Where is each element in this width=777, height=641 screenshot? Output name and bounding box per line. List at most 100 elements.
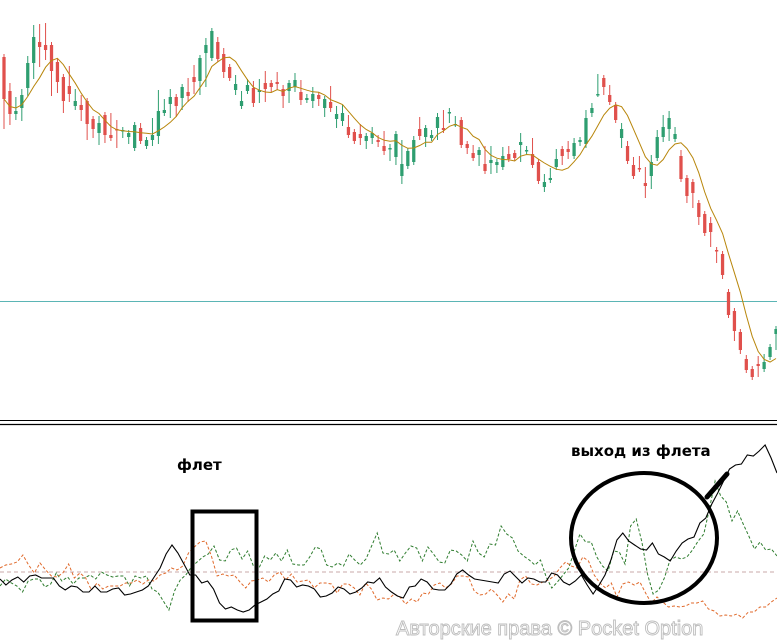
flat-highlight-box bbox=[190, 509, 259, 623]
oscillator-orange-dashed-line bbox=[0, 540, 777, 619]
candle bbox=[649, 155, 653, 189]
candle-body bbox=[489, 160, 493, 163]
candle-body bbox=[394, 134, 398, 157]
candle-body bbox=[578, 140, 582, 142]
candle bbox=[614, 102, 618, 123]
candle bbox=[762, 354, 766, 372]
candle bbox=[210, 28, 214, 61]
candle-body bbox=[204, 45, 208, 53]
candle bbox=[501, 147, 505, 170]
candle-body bbox=[703, 214, 707, 233]
candle-body bbox=[418, 129, 422, 136]
candle bbox=[269, 80, 273, 92]
candle-body bbox=[441, 128, 446, 130]
candle-body bbox=[673, 134, 677, 139]
candle-body bbox=[412, 140, 416, 162]
candle bbox=[542, 174, 547, 192]
candle-body bbox=[32, 37, 36, 63]
candle-body bbox=[168, 97, 172, 104]
candle bbox=[435, 113, 440, 140]
candle-body bbox=[138, 128, 143, 141]
candle bbox=[619, 123, 624, 148]
candle-body bbox=[762, 362, 766, 369]
candle bbox=[685, 175, 689, 203]
candle bbox=[61, 74, 66, 113]
breakout-pointer bbox=[704, 471, 730, 500]
candle bbox=[513, 150, 517, 161]
candle-body bbox=[697, 203, 701, 217]
candle bbox=[233, 75, 238, 95]
candle-body bbox=[709, 223, 713, 232]
candle bbox=[334, 106, 339, 128]
candle bbox=[423, 125, 428, 147]
candle-body bbox=[435, 117, 440, 128]
candle bbox=[32, 25, 36, 79]
candle bbox=[441, 110, 446, 133]
candle bbox=[299, 80, 303, 105]
candle-body bbox=[103, 115, 107, 135]
copyright-watermark: Авторские права © Pocket Option bbox=[396, 618, 703, 640]
candle-body bbox=[91, 119, 95, 129]
candle bbox=[121, 127, 125, 138]
candle-body bbox=[400, 164, 404, 176]
candle-body bbox=[228, 67, 232, 78]
candle bbox=[691, 179, 695, 208]
candle-body bbox=[299, 92, 303, 100]
candle-body bbox=[162, 110, 166, 113]
candle bbox=[471, 145, 475, 161]
candle-body bbox=[43, 45, 48, 50]
candle bbox=[186, 78, 190, 102]
candle-body bbox=[186, 92, 190, 96]
candle-body bbox=[67, 86, 71, 94]
candle-body bbox=[685, 178, 689, 196]
candle-body bbox=[97, 123, 101, 133]
candle bbox=[180, 84, 184, 110]
candle-body bbox=[216, 42, 220, 59]
candle-body bbox=[423, 128, 428, 137]
candle bbox=[97, 116, 101, 145]
candle-body bbox=[661, 127, 665, 137]
candle bbox=[222, 48, 226, 78]
candle bbox=[352, 129, 357, 144]
candle-body bbox=[281, 89, 285, 96]
candle-body bbox=[275, 82, 279, 84]
candle bbox=[174, 94, 178, 117]
candle bbox=[293, 73, 297, 92]
candle bbox=[667, 111, 671, 141]
candle-body bbox=[287, 83, 291, 91]
candle bbox=[572, 138, 576, 159]
candle bbox=[257, 79, 261, 103]
candle bbox=[459, 117, 463, 148]
candle-body bbox=[560, 149, 564, 156]
candle bbox=[756, 356, 760, 377]
candle bbox=[103, 112, 107, 143]
candle-body bbox=[210, 31, 214, 58]
candle bbox=[406, 148, 410, 169]
candle bbox=[483, 146, 487, 174]
candle bbox=[400, 140, 404, 184]
candle-body bbox=[566, 149, 570, 152]
candle bbox=[245, 79, 250, 94]
candle-body bbox=[477, 150, 481, 155]
candle-body bbox=[109, 135, 113, 138]
candle-body bbox=[614, 105, 618, 120]
candle bbox=[631, 157, 636, 179]
candle-body bbox=[643, 183, 647, 186]
candle bbox=[150, 118, 155, 146]
candle bbox=[661, 115, 665, 142]
candle bbox=[317, 92, 321, 106]
candle-body bbox=[679, 156, 683, 179]
candle-body bbox=[548, 178, 552, 180]
candle-body bbox=[156, 111, 161, 136]
candle bbox=[477, 147, 481, 166]
candle-body bbox=[364, 136, 368, 141]
candle-body bbox=[222, 54, 226, 72]
candle bbox=[714, 247, 719, 263]
candle-body bbox=[388, 148, 392, 150]
candle-body bbox=[8, 91, 12, 114]
candle-body bbox=[459, 120, 463, 145]
candle bbox=[382, 131, 386, 155]
candle bbox=[750, 366, 754, 380]
candle-body bbox=[714, 250, 719, 252]
candle bbox=[738, 329, 743, 354]
